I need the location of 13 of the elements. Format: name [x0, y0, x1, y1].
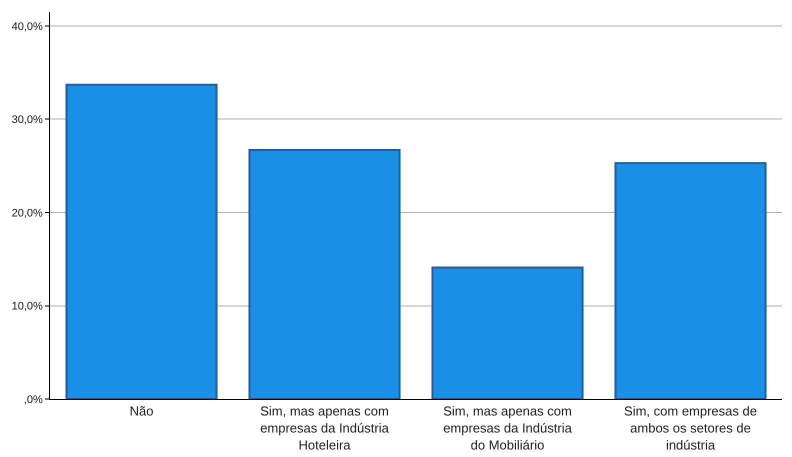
y-tick-label: 30,0%: [12, 114, 44, 126]
x-tick-label: Sim, mas apenas com empresas da Indústria Hoteleira: [260, 404, 390, 452]
y-tick-label: 40,0%: [12, 20, 44, 33]
y-tick-label: ,0%: [24, 394, 44, 406]
y-tick-label: 20,0%: [12, 207, 44, 220]
bar: [65, 84, 218, 399]
bar: [431, 266, 584, 399]
bar: [614, 162, 767, 399]
x-tick-label: Sim, com empresas de ambos os setores de indústria: [624, 404, 757, 452]
bar: [248, 149, 401, 399]
x-tick-label: Não: [130, 404, 154, 419]
y-tick-label: 10,0%: [12, 300, 44, 313]
x-tick-label: Sim, mas apenas com empresas da Indústria do Mobiliário: [443, 404, 573, 452]
